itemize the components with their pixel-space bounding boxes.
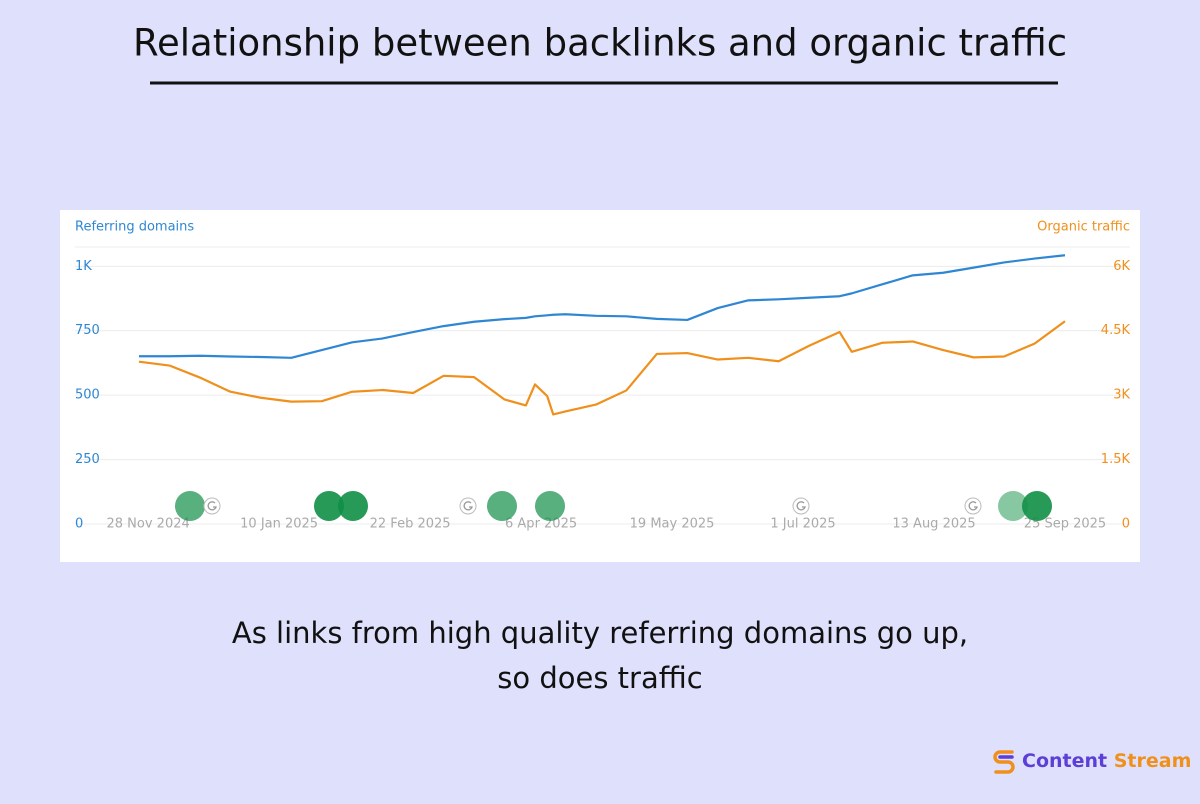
event-marker <box>998 491 1028 521</box>
event-marker <box>314 491 344 521</box>
google-update-marker <box>792 497 810 515</box>
y2-tick-label: 3K <box>1113 388 1130 403</box>
x-tick-label: 13 Aug 2025 <box>892 517 975 532</box>
google-update-marker <box>964 497 982 515</box>
y2-tick-label: 6K <box>1113 259 1130 274</box>
series-line <box>138 320 1066 416</box>
x-tick-label: 22 Feb 2025 <box>370 517 451 532</box>
x-tick-label: 19 May 2025 <box>630 517 715 532</box>
google-icon <box>463 501 473 511</box>
google-icon <box>968 501 978 511</box>
event-marker <box>535 491 565 521</box>
y2-axis-title: Organic traffic <box>1037 220 1130 235</box>
title: Relationship between backlinks and organ… <box>133 22 1067 65</box>
caption-line: so does traffic <box>497 661 702 695</box>
y2-tick-label: 0 <box>1122 517 1130 532</box>
brand-logo <box>993 750 1015 774</box>
x-tick-label: 10 Jan 2025 <box>240 517 318 532</box>
brand-name: Content Stream <box>1022 750 1191 772</box>
x-tick-label: 28 Nov 2024 <box>107 517 190 532</box>
caption-line: As links from high quality referring dom… <box>232 616 968 650</box>
x-tick-label: 25 Sep 2025 <box>1024 517 1106 532</box>
google-update-marker <box>203 497 221 515</box>
y-tick-label: 0 <box>75 517 83 532</box>
event-marker <box>1022 491 1052 521</box>
chart: 0 250 500 750 1K 0 1.5K 3K 4.5K 6K 28 Nov 2024 10 J… <box>75 220 1130 532</box>
y-axis-title: Referring domains <box>75 220 194 235</box>
event-marker <box>338 491 368 521</box>
google-icon <box>207 501 217 511</box>
y-tick-label: 750 <box>75 323 100 338</box>
y-tick-label: 500 <box>75 388 100 403</box>
chart-panel <box>60 210 1140 562</box>
event-marker <box>487 491 517 521</box>
brand-first: Content <box>1022 750 1107 772</box>
x-tick-label: 6 Apr 2025 <box>505 517 577 532</box>
y-tick-label: 1K <box>75 259 92 274</box>
x-tick-label: 1 Jul 2025 <box>770 517 835 532</box>
event-marker <box>175 491 205 521</box>
series-line <box>139 254 1066 359</box>
brand-second: Stream <box>1114 750 1192 772</box>
y-tick-label: 250 <box>75 452 100 467</box>
google-icon <box>796 501 806 511</box>
y2-tick-label: 1.5K <box>1101 452 1131 467</box>
y2-tick-label: 4.5K <box>1101 323 1131 338</box>
google-update-marker <box>459 497 477 515</box>
